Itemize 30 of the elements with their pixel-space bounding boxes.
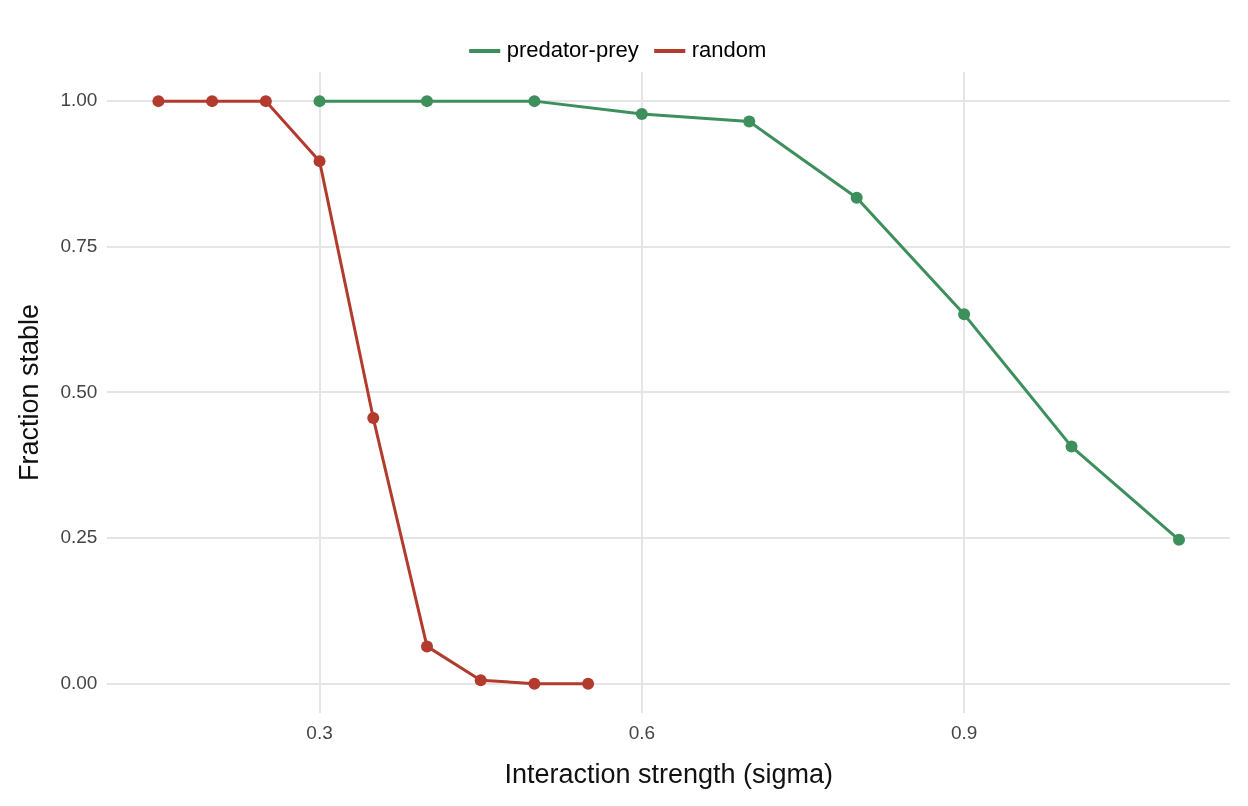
x-tick-label: 0.9 — [950, 722, 978, 744]
y-tick-label: 0.50 — [60, 380, 98, 402]
point — [206, 95, 219, 108]
point — [850, 191, 863, 204]
point — [313, 155, 326, 168]
legend-label: random — [691, 37, 767, 63]
point — [958, 308, 971, 321]
point — [420, 95, 433, 108]
point — [367, 412, 380, 425]
point — [1065, 440, 1078, 453]
point — [582, 677, 595, 690]
y-axis-title: Fraction stable — [13, 303, 44, 481]
point — [474, 674, 487, 687]
legend-label: predator-prey — [506, 37, 639, 63]
x-tick-label: 0.6 — [628, 722, 656, 744]
point — [528, 95, 541, 108]
y-tick-label: 0.25 — [60, 526, 98, 548]
point — [1172, 533, 1185, 546]
point — [152, 95, 165, 108]
point — [313, 95, 326, 108]
y-tick-label: 0.75 — [60, 235, 98, 256]
y-tick-label: 1.00 — [60, 89, 98, 111]
point — [528, 677, 541, 690]
x-tick-label: 0.3 — [306, 722, 333, 744]
point — [420, 640, 433, 653]
y-tick-label: 0.00 — [60, 671, 98, 693]
point — [635, 107, 648, 120]
x-axis-title: Interaction strength (sigma) — [504, 759, 834, 790]
point — [259, 95, 272, 108]
point — [743, 115, 756, 128]
